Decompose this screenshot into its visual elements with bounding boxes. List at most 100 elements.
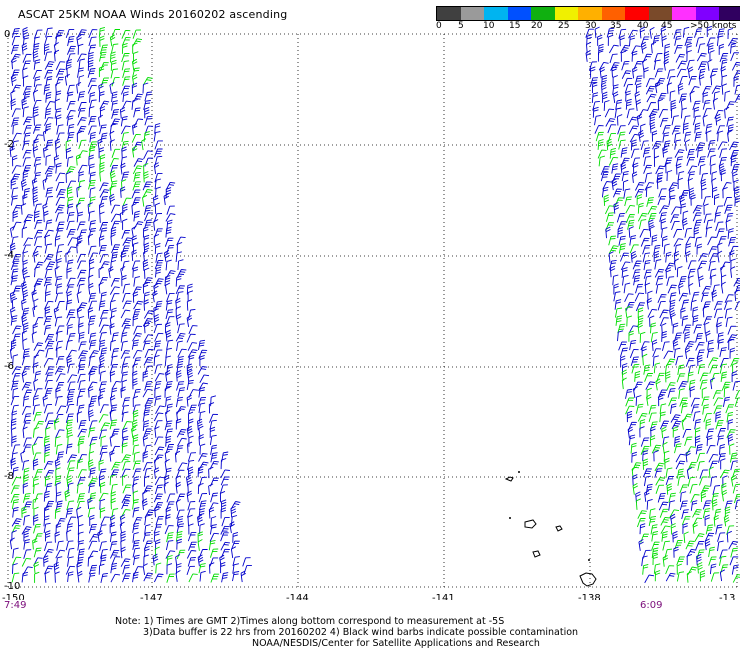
wind-barb: [10, 339, 17, 351]
wind-barb: [177, 259, 184, 271]
wind-barb: [697, 156, 706, 166]
wind-barb: [648, 219, 654, 231]
wind-barb: [640, 445, 650, 455]
wind-barb: [64, 489, 71, 502]
wind-barb: [110, 445, 120, 455]
wind-barb: [662, 145, 668, 158]
wind-barb: [637, 307, 644, 319]
wind-barb: [155, 562, 162, 574]
wind-barb: [653, 146, 660, 159]
wind-barb: [709, 364, 718, 374]
wind-barb: [45, 187, 53, 198]
wind-barb: [704, 532, 715, 542]
wind-barb: [98, 492, 109, 502]
wind-barb: [110, 483, 118, 495]
wind-barb: [143, 100, 151, 111]
wind-barb: [186, 565, 195, 576]
wind-barb: [12, 210, 18, 222]
wind-barb: [708, 453, 719, 463]
wind-barb: [33, 114, 39, 126]
wind-barb: [635, 99, 642, 111]
wind-barb: [642, 549, 651, 560]
wind-barb: [653, 362, 661, 374]
wind-barb: [618, 341, 627, 351]
wind-barb: [76, 556, 84, 567]
wind-barb: [631, 363, 640, 374]
wind-barb: [695, 540, 705, 550]
wind-barb: [674, 443, 682, 454]
wind-barb: [132, 522, 140, 534]
wind-barb: [706, 435, 713, 447]
wind-barb: [44, 475, 51, 487]
wind-barb: [686, 553, 693, 566]
wind-barb: [99, 227, 108, 238]
wind-barb: [699, 570, 706, 582]
wind-barb: [629, 339, 637, 351]
chart-title: ASCAT 25KM NOAA Winds 20160202 ascending: [18, 8, 288, 21]
wind-barb: [23, 549, 32, 559]
wind-barb: [695, 341, 705, 351]
wind-barb: [175, 285, 185, 295]
wind-barb: [109, 474, 116, 486]
wind-barb: [697, 260, 707, 270]
wind-barb: [725, 404, 735, 414]
wind-barb: [676, 266, 683, 278]
wind-barb: [650, 322, 657, 334]
wind-barb: [670, 214, 680, 224]
wind-barb: [198, 349, 208, 359]
wind-barb: [53, 49, 60, 62]
wind-barb: [10, 195, 18, 206]
wind-barb: [78, 322, 84, 334]
wind-barb: [142, 226, 149, 238]
wind-barb: [11, 476, 22, 486]
wind-barb: [110, 51, 116, 63]
wind-barb: [706, 347, 714, 358]
wind-barb: [76, 253, 86, 263]
wind-barb: [110, 277, 120, 287]
wind-barb: [22, 395, 30, 407]
wind-barb: [144, 380, 153, 391]
wind-barb: [22, 219, 31, 230]
wind-barb: [77, 91, 86, 102]
wind-barb: [684, 331, 690, 343]
wind-barb: [730, 155, 737, 167]
wind-barb: [142, 259, 149, 271]
wind-barb: [722, 186, 728, 199]
wind-barb: [607, 34, 614, 46]
wind-barb: [594, 26, 600, 39]
wind-barb: [694, 28, 703, 38]
wind-barb: [78, 229, 87, 239]
wind-barb: [99, 100, 110, 110]
wind-barb: [121, 53, 130, 63]
wind-barb: [121, 404, 129, 415]
wind-barb: [109, 339, 116, 351]
wind-barb: [32, 43, 40, 54]
wind-barb: [617, 227, 624, 239]
wind-barb: [637, 202, 644, 214]
wind-barb: [55, 491, 62, 503]
wind-barb: [690, 397, 700, 407]
wind-barb: [99, 211, 105, 223]
wind-barb: [644, 490, 650, 502]
wind-barb: [684, 347, 691, 359]
wind-barb: [32, 305, 38, 318]
wind-barb: [142, 370, 149, 382]
wind-barb: [231, 540, 240, 550]
wind-barb: [55, 382, 65, 392]
wind-barb: [708, 546, 715, 558]
wind-barb: [706, 428, 714, 439]
wind-barb: [198, 508, 205, 519]
wind-barb: [187, 342, 198, 351]
wind-barb: [692, 306, 699, 318]
wind-barb: [711, 177, 717, 190]
wind-barb: [111, 148, 120, 158]
wind-barb: [177, 387, 186, 398]
wind-barb: [121, 132, 129, 143]
wind-barb: [154, 332, 164, 342]
wind-barb: [67, 363, 75, 374]
wind-barb: [653, 450, 659, 462]
wind-barb: [99, 332, 107, 342]
wind-barb: [614, 299, 622, 310]
wind-barb: [219, 484, 228, 494]
wind-barb: [66, 91, 74, 102]
